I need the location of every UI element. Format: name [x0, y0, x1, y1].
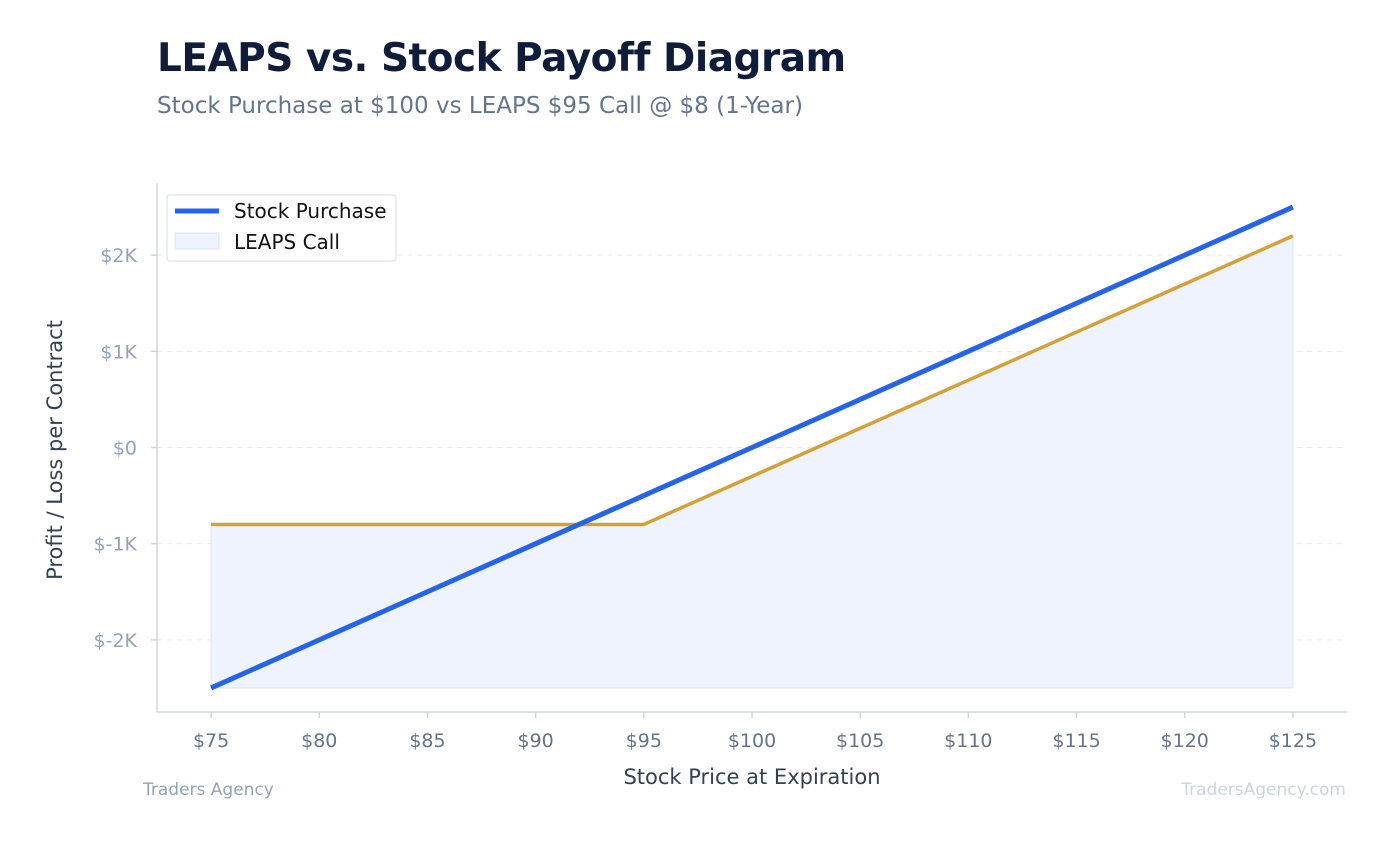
y-tick-label: $-2K: [94, 630, 138, 652]
tick-layer: $75 $80 $85 $90 $95 $100 $105 $110 $115 $120 $125 $…: [94, 245, 1318, 752]
x-tick-label: $95: [626, 730, 662, 752]
stock-purchase-line: [210, 204, 1294, 691]
chart-title: LEAPS vs. Stock Payoff Diagram: [157, 36, 846, 81]
y-tick-label: $1K: [100, 341, 137, 363]
y-tick-label: $2K: [100, 245, 137, 267]
leaps-call-line: [211, 234, 1294, 527]
x-tick-label: $85: [409, 730, 445, 752]
legend: Stock Purchase LEAPS Call: [166, 194, 397, 262]
legend-stock-label: Stock Purchase: [234, 199, 387, 223]
x-tick-label: $100: [728, 730, 776, 752]
x-tick-label: $90: [518, 730, 554, 752]
y-tick-label: $-1K: [94, 534, 138, 556]
x-tick-label: $105: [836, 730, 884, 752]
y-tick-label: $0: [113, 438, 137, 460]
leaps-fill-area: [210, 235, 1294, 689]
legend-leaps-label: LEAPS Call: [234, 230, 340, 254]
x-tick-label: $80: [301, 730, 337, 752]
x-tick-label: $120: [1161, 730, 1209, 752]
line-layer: [210, 204, 1294, 691]
x-tick-label: $115: [1052, 730, 1100, 752]
legend-leaps-swatch: [174, 232, 220, 250]
x-tick-label: $110: [944, 730, 992, 752]
x-axis-label: Stock Price at Expiration: [623, 765, 880, 789]
brand-footer-right: TradersAgency.com: [1181, 780, 1346, 800]
chart-subtitle: Stock Purchase at $100 vs LEAPS $95 Call…: [157, 93, 803, 119]
y-axis-label: Profit / Loss per Contract: [43, 320, 67, 580]
x-tick-label: $75: [193, 730, 229, 752]
area-layer: [210, 235, 1294, 689]
brand-footer-left: Traders Agency: [143, 780, 274, 800]
x-tick-label: $125: [1269, 730, 1317, 752]
legend-box: [166, 194, 397, 262]
